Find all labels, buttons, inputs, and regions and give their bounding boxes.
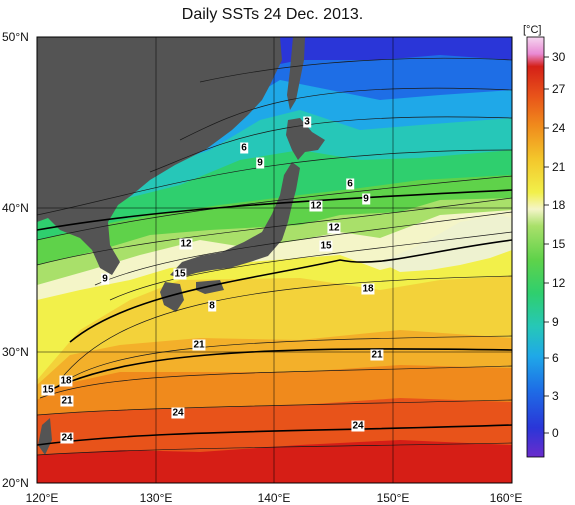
contour-label: 21	[370, 349, 384, 361]
contour-label: 18	[361, 283, 375, 295]
contour-label: 6	[240, 142, 248, 154]
contour-label: 15	[41, 384, 55, 396]
colorbar-tick-label: 18	[552, 198, 566, 212]
contour-label: 12	[327, 222, 341, 234]
colorbar-tick-label: 12	[552, 276, 566, 290]
contour-label: 21	[192, 339, 206, 351]
lon-label: 120°E	[25, 491, 59, 505]
colorbar-tick-marks	[544, 56, 549, 434]
colorbar-tick-label: 27	[552, 82, 566, 96]
contour-label: 24	[351, 420, 365, 432]
lon-label: 160°E	[489, 491, 523, 505]
colorbar-tick-label: 30	[552, 50, 566, 64]
graticule	[37, 37, 512, 483]
contour-label: 15	[173, 268, 187, 280]
contour-label: 3	[303, 116, 311, 128]
contour-label: 9	[101, 273, 109, 285]
contour-label: 24	[60, 432, 74, 444]
colorbar-tick-label: 21	[552, 160, 566, 174]
lat-label: 50°N	[2, 30, 29, 44]
lon-label: 140°E	[257, 491, 291, 505]
lon-label: 150°E	[376, 491, 410, 505]
map-title: Daily SSTs 24 Dec. 2013.	[181, 6, 364, 23]
map-frame	[36, 36, 513, 484]
contour-label: 12	[179, 238, 193, 250]
colorbar-tick-label: 24	[552, 121, 566, 135]
lat-label: 40°N	[2, 201, 29, 215]
contour-label: 15	[319, 240, 333, 252]
contour-label: 6	[346, 178, 354, 190]
sst-field	[37, 37, 512, 483]
contour-label: 9	[362, 193, 370, 205]
colorbar-tick-label: 9	[552, 315, 559, 329]
colorbar-tick-label: 6	[552, 351, 559, 365]
colorbar-tick-label: 3	[552, 389, 559, 403]
contour-label: 12	[309, 200, 323, 212]
contour-label: 18	[59, 375, 73, 387]
contour-label: 9	[256, 157, 264, 169]
colorbar-tick-label: 0	[552, 426, 559, 440]
lat-label: 30°N	[2, 345, 29, 359]
contour-label: 21	[60, 395, 74, 407]
lat-label: 20°N	[2, 476, 29, 490]
lon-label: 130°E	[139, 491, 173, 505]
land-masses	[37, 37, 325, 455]
colorbar-unit: [°C]	[523, 24, 542, 36]
contour-label: 8	[208, 300, 216, 312]
contour-label: 24	[171, 407, 185, 419]
major-isotherm-lines	[37, 189, 512, 446]
colorbar-tick-label: 15	[552, 237, 566, 251]
colorbar	[526, 36, 545, 458]
